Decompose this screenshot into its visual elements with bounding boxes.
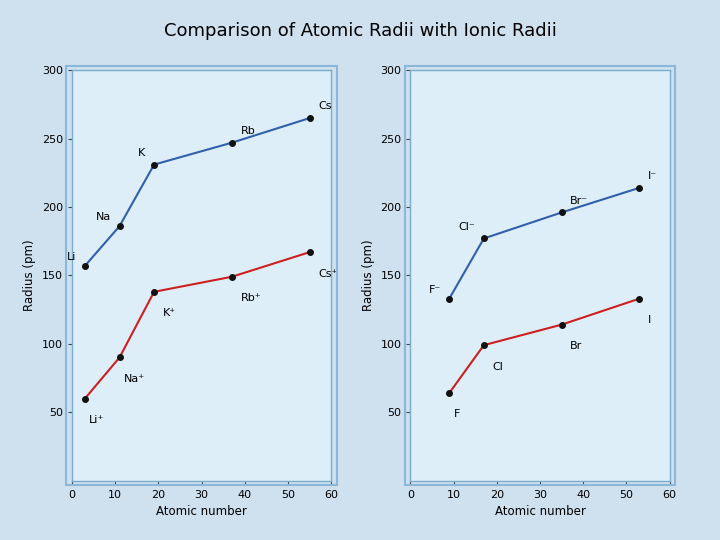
Text: Comparison of Atomic Radii with Ionic Radii: Comparison of Atomic Radii with Ionic Ra… <box>163 22 557 39</box>
Text: K⁺: K⁺ <box>163 308 176 318</box>
Text: F⁻: F⁻ <box>428 285 441 294</box>
X-axis label: Atomic number: Atomic number <box>156 505 247 518</box>
Text: Rb⁺: Rb⁺ <box>240 293 261 303</box>
Y-axis label: Radius (pm): Radius (pm) <box>361 240 374 311</box>
Text: Na: Na <box>96 212 111 222</box>
Text: I⁻: I⁻ <box>648 171 657 181</box>
Text: Cl: Cl <box>492 362 503 372</box>
Text: Li⁺: Li⁺ <box>89 415 104 425</box>
Text: Li: Li <box>67 252 76 262</box>
Text: I: I <box>648 315 652 325</box>
Text: Rb: Rb <box>240 126 255 136</box>
Y-axis label: Radius (pm): Radius (pm) <box>23 240 36 311</box>
Text: Na⁺: Na⁺ <box>124 374 145 384</box>
Text: K: K <box>138 148 145 158</box>
Text: Br: Br <box>570 341 582 351</box>
Text: Cl⁻: Cl⁻ <box>459 221 475 232</box>
Text: Cs: Cs <box>318 101 332 111</box>
Text: F: F <box>454 409 460 420</box>
Text: Cs⁺: Cs⁺ <box>318 268 338 279</box>
X-axis label: Atomic number: Atomic number <box>495 505 585 518</box>
Text: Br⁻: Br⁻ <box>570 195 588 206</box>
